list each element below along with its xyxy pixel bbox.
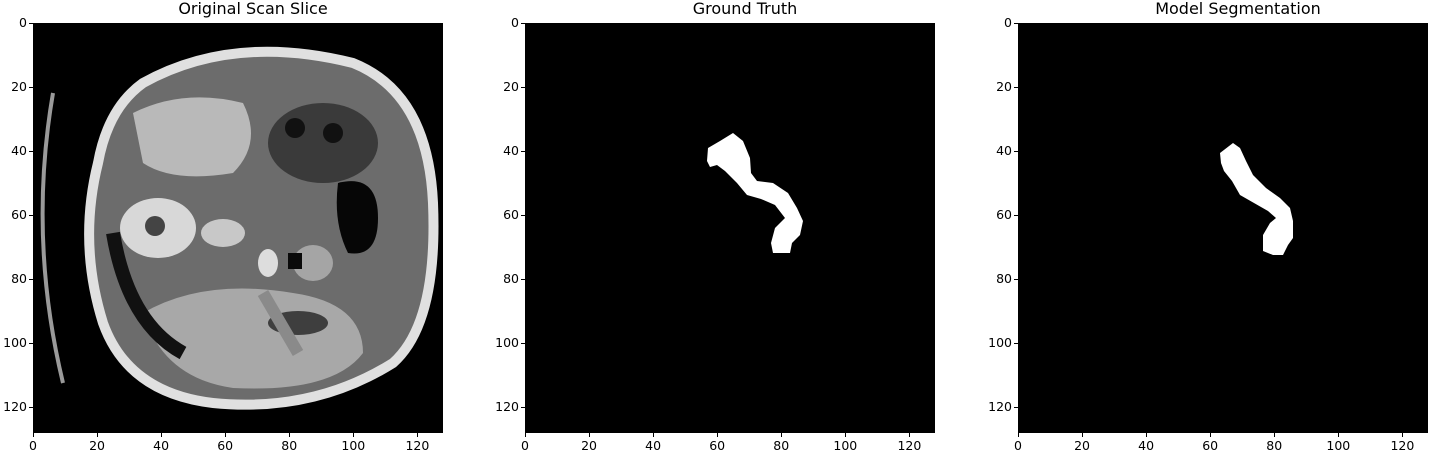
x-tick-label: 80 xyxy=(773,438,790,453)
ct-scan-image xyxy=(33,23,443,433)
y-tick-label: 120 xyxy=(495,399,519,415)
y-tick-mark xyxy=(521,214,525,216)
x-tick-mark xyxy=(1081,433,1083,437)
y-tick-label: 80 xyxy=(503,271,519,287)
y-tick-label: 80 xyxy=(11,271,27,287)
image-original-scan xyxy=(33,23,443,433)
x-tick-label: 40 xyxy=(1138,438,1155,453)
x-tick-mark xyxy=(160,433,162,437)
x-tick-label: 80 xyxy=(281,438,298,453)
panel-model: Model Segmentation 0 20 40 60 80 100 120 0 20 40 6… xyxy=(988,0,1429,458)
x-tick-mark xyxy=(652,433,654,437)
y-tick-label: 0 xyxy=(511,15,519,30)
y-tick-label: 60 xyxy=(503,207,519,223)
y-tick-label: 20 xyxy=(503,79,519,95)
y-tick-mark xyxy=(1014,406,1018,408)
image-ground-truth-mask xyxy=(525,23,935,433)
y-tick-mark xyxy=(29,86,33,88)
y-tick-label: 20 xyxy=(996,79,1012,95)
y-tick-mark xyxy=(29,278,33,280)
y-tick-label: 40 xyxy=(503,143,519,159)
y-tick-mark xyxy=(1014,150,1018,152)
y-tick-mark xyxy=(29,22,33,24)
x-tick-mark xyxy=(716,433,718,437)
x-tick-mark xyxy=(1145,433,1147,437)
x-tick-label: 60 xyxy=(709,438,726,453)
y-tick-mark xyxy=(29,406,33,408)
x-tick-label: 0 xyxy=(521,438,529,453)
y-tick-mark xyxy=(521,150,525,152)
x-tick-mark xyxy=(1337,433,1339,437)
y-tick-mark xyxy=(521,22,525,24)
x-tick-label: 60 xyxy=(1202,438,1219,453)
y-tick-mark xyxy=(521,278,525,280)
x-tick-mark xyxy=(1209,433,1211,437)
x-tick-mark xyxy=(224,433,226,437)
panel-ground-truth: Ground Truth 0 20 40 60 80 100 120 0 20 40 60 80 100… xyxy=(495,0,965,458)
x-tick-label: 0 xyxy=(1014,438,1022,453)
x-tick-mark xyxy=(588,433,590,437)
x-tick-label: 0 xyxy=(29,438,37,453)
model-segmentation-mask xyxy=(1018,23,1428,433)
x-tick-label: 100 xyxy=(833,438,858,453)
x-tick-label: 120 xyxy=(897,438,922,453)
y-tick-label: 20 xyxy=(11,79,27,95)
x-tick-mark xyxy=(1017,433,1019,437)
y-tick-label: 80 xyxy=(996,271,1012,287)
y-tick-mark xyxy=(521,86,525,88)
y-tick-mark xyxy=(29,150,33,152)
panel-title-ground-truth: Ground Truth xyxy=(692,0,798,18)
y-tick-mark xyxy=(1014,278,1018,280)
x-tick-label: 100 xyxy=(341,438,366,453)
panel-title-model: Model Segmentation xyxy=(1155,0,1321,18)
y-tick-label: 60 xyxy=(996,207,1012,223)
y-tick-mark xyxy=(29,342,33,344)
y-tick-mark xyxy=(1014,22,1018,24)
y-tick-mark xyxy=(1014,86,1018,88)
y-tick-mark xyxy=(521,406,525,408)
y-tick-mark xyxy=(29,214,33,216)
y-tick-label: 40 xyxy=(11,143,27,159)
x-tick-label: 120 xyxy=(405,438,430,453)
x-tick-label: 40 xyxy=(153,438,170,453)
y-tick-label: 120 xyxy=(988,399,1012,415)
x-tick-mark xyxy=(1273,433,1275,437)
y-tick-label: 100 xyxy=(3,335,27,351)
y-tick-label: 100 xyxy=(495,335,519,351)
panel-original: Original Scan Slice xyxy=(3,0,473,458)
y-tick-label: 0 xyxy=(1004,15,1012,30)
x-tick-label: 20 xyxy=(581,438,598,453)
y-tick-mark xyxy=(521,342,525,344)
x-tick-label: 20 xyxy=(1074,438,1091,453)
y-tick-mark xyxy=(1014,342,1018,344)
x-tick-mark xyxy=(352,433,354,437)
x-tick-mark xyxy=(844,433,846,437)
y-tick-label: 60 xyxy=(11,207,27,223)
x-tick-label: 60 xyxy=(217,438,234,453)
y-tick-mark xyxy=(1014,214,1018,216)
x-tick-label: 20 xyxy=(89,438,106,453)
x-tick-label: 100 xyxy=(1326,438,1351,453)
x-tick-mark xyxy=(908,433,910,437)
y-tick-label: 100 xyxy=(988,335,1012,351)
x-tick-mark xyxy=(288,433,290,437)
x-tick-mark xyxy=(96,433,98,437)
x-tick-mark xyxy=(1401,433,1403,437)
y-tick-label: 0 xyxy=(19,15,27,30)
y-tick-label: 40 xyxy=(996,143,1012,159)
x-tick-mark xyxy=(32,433,34,437)
x-tick-mark xyxy=(780,433,782,437)
y-tick-label: 120 xyxy=(3,399,27,415)
x-tick-label: 120 xyxy=(1390,438,1415,453)
image-model-mask xyxy=(1018,23,1428,433)
panel-title-original: Original Scan Slice xyxy=(178,0,328,18)
x-tick-mark xyxy=(416,433,418,437)
x-tick-label: 40 xyxy=(645,438,662,453)
ground-truth-mask xyxy=(525,23,935,433)
x-tick-label: 80 xyxy=(1266,438,1283,453)
x-tick-mark xyxy=(524,433,526,437)
